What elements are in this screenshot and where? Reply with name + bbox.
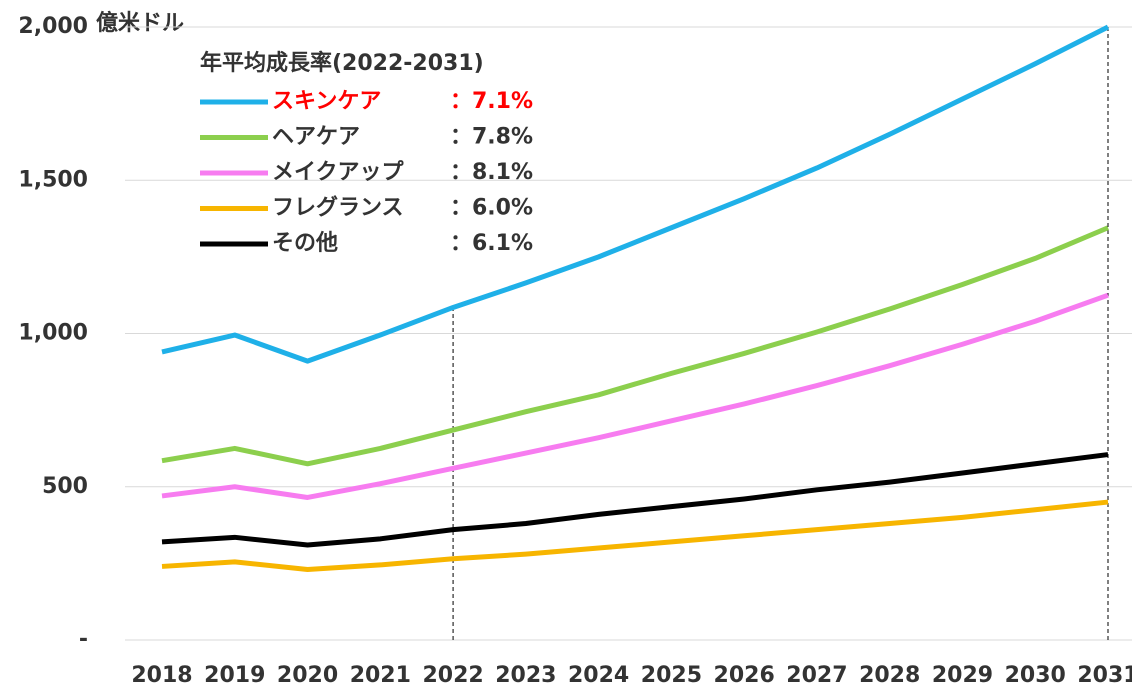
x-tick-label: 2029 xyxy=(932,663,993,687)
x-tick-label: 2019 xyxy=(204,663,265,687)
x-tick-label: 2021 xyxy=(350,663,411,687)
x-tick-label: 2022 xyxy=(422,663,483,687)
x-tick-label: 2027 xyxy=(786,663,847,687)
series-line xyxy=(161,452,1109,548)
series-line xyxy=(161,292,1109,500)
y-tick-label: 500 xyxy=(42,474,88,499)
legend-rate: ：6.0% xyxy=(450,196,533,221)
series-line xyxy=(161,24,1110,364)
legend-label: その他 xyxy=(272,231,338,256)
x-tick-label: 2018 xyxy=(131,663,192,687)
series-line xyxy=(161,499,1109,573)
legend-rate: ：8.1% xyxy=(450,160,533,185)
legend-label: フレグランス xyxy=(272,195,404,221)
x-tick-label: 2028 xyxy=(859,663,920,687)
x-tick-label: 2024 xyxy=(568,663,629,687)
legend-label: メイクアップ xyxy=(272,160,405,185)
x-tick-label: 2025 xyxy=(641,663,702,687)
legend-rate: ：7.1% xyxy=(450,89,533,114)
y-tick-label: 2,000 xyxy=(18,14,88,39)
x-tick-label: 2023 xyxy=(495,663,556,687)
legend-rate: ：7.8% xyxy=(450,125,533,150)
legend-label: スキンケア xyxy=(272,89,381,114)
x-tick-label: 2031 xyxy=(1077,663,1132,687)
x-tick-label: 2020 xyxy=(277,663,338,687)
legend-rate: ：6.1% xyxy=(450,231,533,256)
legend-label: ヘアケア xyxy=(272,125,360,150)
y-axis-unit: 億米ドル xyxy=(96,10,184,36)
y-tick-label: 1,000 xyxy=(18,321,88,346)
y-tick-label: 1,500 xyxy=(18,167,88,192)
y-tick-label: - xyxy=(79,627,88,652)
x-tick-label: 2030 xyxy=(1005,663,1066,687)
legend-title: 年平均成長率(2022-2031) xyxy=(200,50,484,76)
series-line xyxy=(161,225,1109,467)
x-tick-label: 2026 xyxy=(714,663,775,687)
